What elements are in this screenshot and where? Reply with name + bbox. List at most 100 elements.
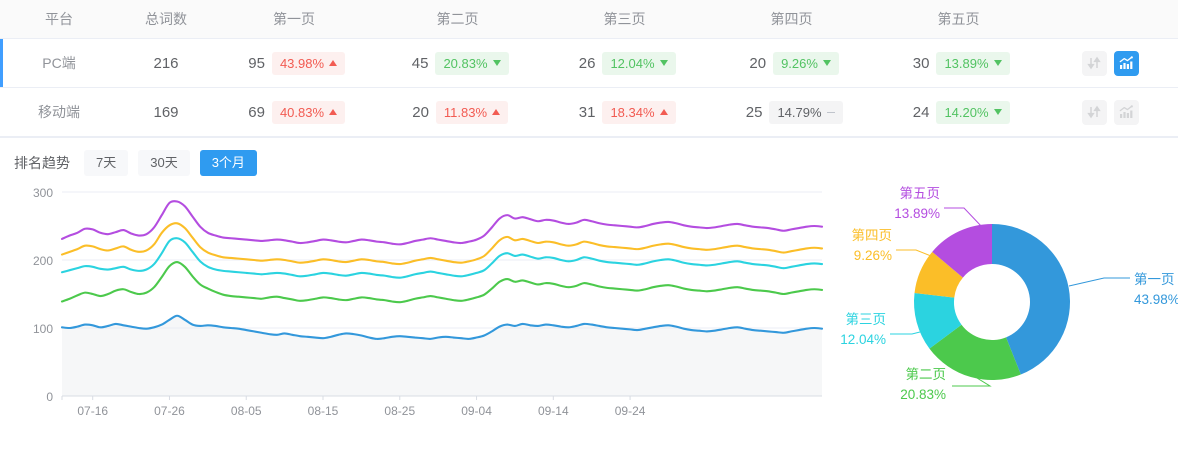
sort-button[interactable] (1081, 50, 1107, 76)
page-metric: 20 11.83% (374, 100, 541, 124)
row-action-buttons (1042, 99, 1178, 125)
page-distribution-donut-chart[interactable]: 第一页 43.98% 第二页 20.83% 第三页 12.04% 第四页 9.26% 第五页 13… (840, 174, 1178, 434)
donut-label-value: 9.26% (854, 248, 892, 263)
range-button-3m[interactable]: 3个月 (199, 149, 257, 177)
bar-chart-icon (1119, 56, 1133, 69)
x-axis-tick: 09-24 (615, 404, 646, 418)
donut-label-name: 第三页 (846, 311, 887, 327)
x-axis-tick: 07-26 (154, 404, 185, 418)
percentage-value: 13.89% (944, 55, 989, 71)
table-body: PC端 216 95 43.98% 45 20.83% 26 12.04% 20 9.26% 30 1… (0, 38, 1178, 137)
trend-title: 排名趋势 (14, 155, 70, 171)
column-header-page2: 第二页 (374, 0, 541, 39)
percentage-value: 9.26% (781, 55, 818, 71)
range-button-30d[interactable]: 30天 (138, 149, 190, 177)
percentage-badge: 18.34% (602, 100, 676, 124)
bar-chart-icon (1119, 105, 1133, 118)
cell-actions (1042, 38, 1178, 88)
table-row[interactable]: PC端 216 95 43.98% 45 20.83% 26 12.04% 20 9.26% 30 1… (0, 38, 1178, 88)
percentage-badge: 11.83% (435, 100, 509, 124)
flat-dash-icon (826, 111, 835, 113)
column-header-page5: 第五页 (875, 0, 1042, 39)
page-count: 25 (745, 103, 763, 121)
percentage-value: 20.83% (443, 55, 488, 71)
arrow-up-icon (492, 109, 501, 115)
page-metric: 69 40.83% (214, 100, 374, 124)
column-header-total: 总词数 (118, 0, 214, 39)
percentage-value: 40.83% (279, 104, 325, 120)
y-axis-tick: 0 (46, 390, 53, 404)
sort-button[interactable] (1081, 99, 1107, 125)
arrow-up-icon (329, 109, 338, 115)
arrow-up-icon (659, 109, 668, 115)
chart-toggle-button[interactable] (1113, 50, 1139, 76)
percentage-badge: 12.04% (602, 51, 676, 75)
total-keywords-value: 169 (153, 103, 179, 121)
page-count: 24 (912, 103, 930, 121)
page-count: 69 (248, 103, 265, 121)
page-count: 30 (912, 54, 930, 72)
donut-leader-line (896, 249, 937, 259)
table-row[interactable]: 移动端 169 69 40.83% 20 11.83% 31 18.34% 25 14.79% 24… (0, 87, 1178, 137)
cell-page3: 31 18.34% (541, 87, 708, 137)
range-button-7d[interactable]: 7天 (84, 149, 129, 177)
cell-page4: 25 14.79% (708, 87, 875, 137)
donut-label-name: 第四页 (852, 227, 893, 243)
page-metric: 24 14.20% (875, 100, 1042, 124)
y-axis-tick: 200 (33, 254, 53, 268)
arrow-down-icon (659, 60, 668, 66)
percentage-value: 11.83% (443, 104, 488, 120)
row-action-buttons (1042, 50, 1178, 76)
donut-slice-第三页[interactable] (914, 292, 962, 349)
y-axis-tick: 100 (33, 322, 53, 336)
charts-row: 0 100 200 300 07-16 07-26 08-05 08-15 08-25 09-04… (0, 174, 1178, 434)
donut-slice-第一页[interactable] (992, 224, 1070, 375)
donut-label-name: 第二页 (906, 366, 947, 382)
donut-slice-第二页[interactable] (929, 324, 1021, 380)
ranking-trend-line-chart[interactable]: 0 100 200 300 07-16 07-26 08-05 08-15 08-25 09-04… (0, 174, 840, 434)
donut-label-value: 43.98% (1134, 292, 1178, 307)
page-metric: 20 9.26% (708, 51, 875, 75)
trend-line-第三页 (60, 237, 824, 279)
donut-slice-第四页[interactable] (914, 251, 963, 298)
page-count: 20 (749, 54, 767, 72)
arrow-down-icon (993, 60, 1002, 66)
chart-toggle-button[interactable] (1113, 99, 1139, 125)
column-header-actions (1042, 0, 1178, 39)
donut-leader-line (1068, 277, 1130, 287)
page-metric: 25 14.79% (708, 100, 875, 124)
trend-line-第二页 (60, 260, 824, 304)
cell-platform: PC端 (0, 38, 118, 88)
trend-line-第五页 (60, 200, 824, 246)
column-header-platform: 平台 (0, 0, 118, 39)
column-header-page1: 第一页 (214, 0, 374, 39)
total-keywords-value: 216 (153, 54, 179, 72)
page-count: 26 (578, 54, 596, 72)
sort-icon (1087, 56, 1101, 70)
donut-leader-line (952, 377, 992, 387)
column-header-page3: 第三页 (541, 0, 708, 39)
donut-slice-第五页[interactable] (932, 224, 992, 278)
x-axis-tick: 09-04 (461, 404, 492, 418)
percentage-badge: 43.98% (271, 51, 346, 75)
platform-ranking-table: 平台 总词数 第一页 第二页 第三页 第四页 第五页 PC端 216 95 43.98… (0, 0, 1178, 138)
page-count: 95 (248, 54, 265, 72)
sort-icon (1087, 105, 1101, 119)
cell-page1: 69 40.83% (214, 87, 374, 137)
percentage-value: 12.04% (610, 55, 655, 71)
table-header-row: 平台 总词数 第一页 第二页 第三页 第四页 第五页 (0, 0, 1178, 39)
percentage-badge: 13.89% (936, 51, 1010, 75)
x-axis-tick: 09-14 (538, 404, 569, 418)
cell-page2: 45 20.83% (374, 38, 541, 88)
percentage-value: 43.98% (279, 55, 325, 71)
page-metric: 95 43.98% (214, 51, 374, 75)
percentage-badge: 20.83% (435, 51, 509, 75)
donut-leader-line (890, 329, 929, 335)
arrow-up-icon (329, 60, 338, 66)
ranking-trend-section: 排名趋势 7天 30天 3个月 0 100 200 300 07-16 07-26 08-0… (0, 138, 1178, 453)
cell-total-keywords: 169 (118, 87, 214, 137)
percentage-badge: 14.20% (936, 100, 1010, 124)
cell-page4: 20 9.26% (708, 38, 875, 88)
x-axis-tick: 08-05 (231, 404, 262, 418)
cell-page5: 30 13.89% (875, 38, 1042, 88)
